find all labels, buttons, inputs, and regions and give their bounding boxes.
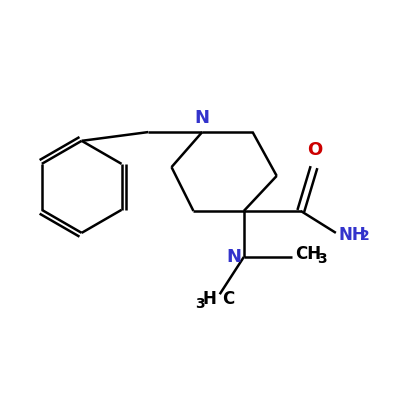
Text: H: H [202, 290, 216, 308]
Text: O: O [307, 141, 322, 159]
Text: N: N [227, 248, 242, 266]
Text: CH: CH [296, 245, 322, 263]
Text: 3: 3 [318, 252, 327, 266]
Text: 3: 3 [195, 297, 204, 311]
Text: C: C [222, 290, 234, 308]
Text: NH: NH [338, 226, 366, 244]
Text: N: N [195, 109, 210, 127]
Text: 2: 2 [360, 229, 370, 243]
